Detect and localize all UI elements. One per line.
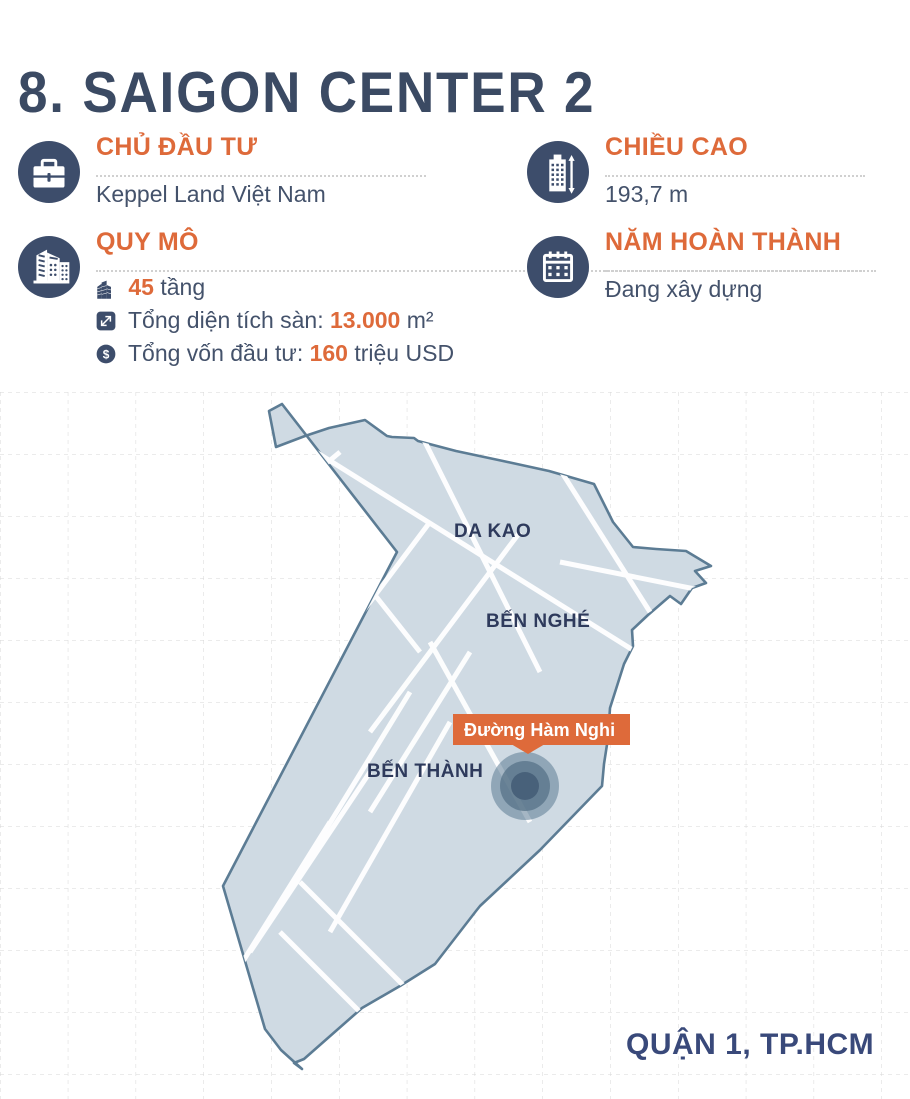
svg-text:$: $	[103, 347, 110, 361]
